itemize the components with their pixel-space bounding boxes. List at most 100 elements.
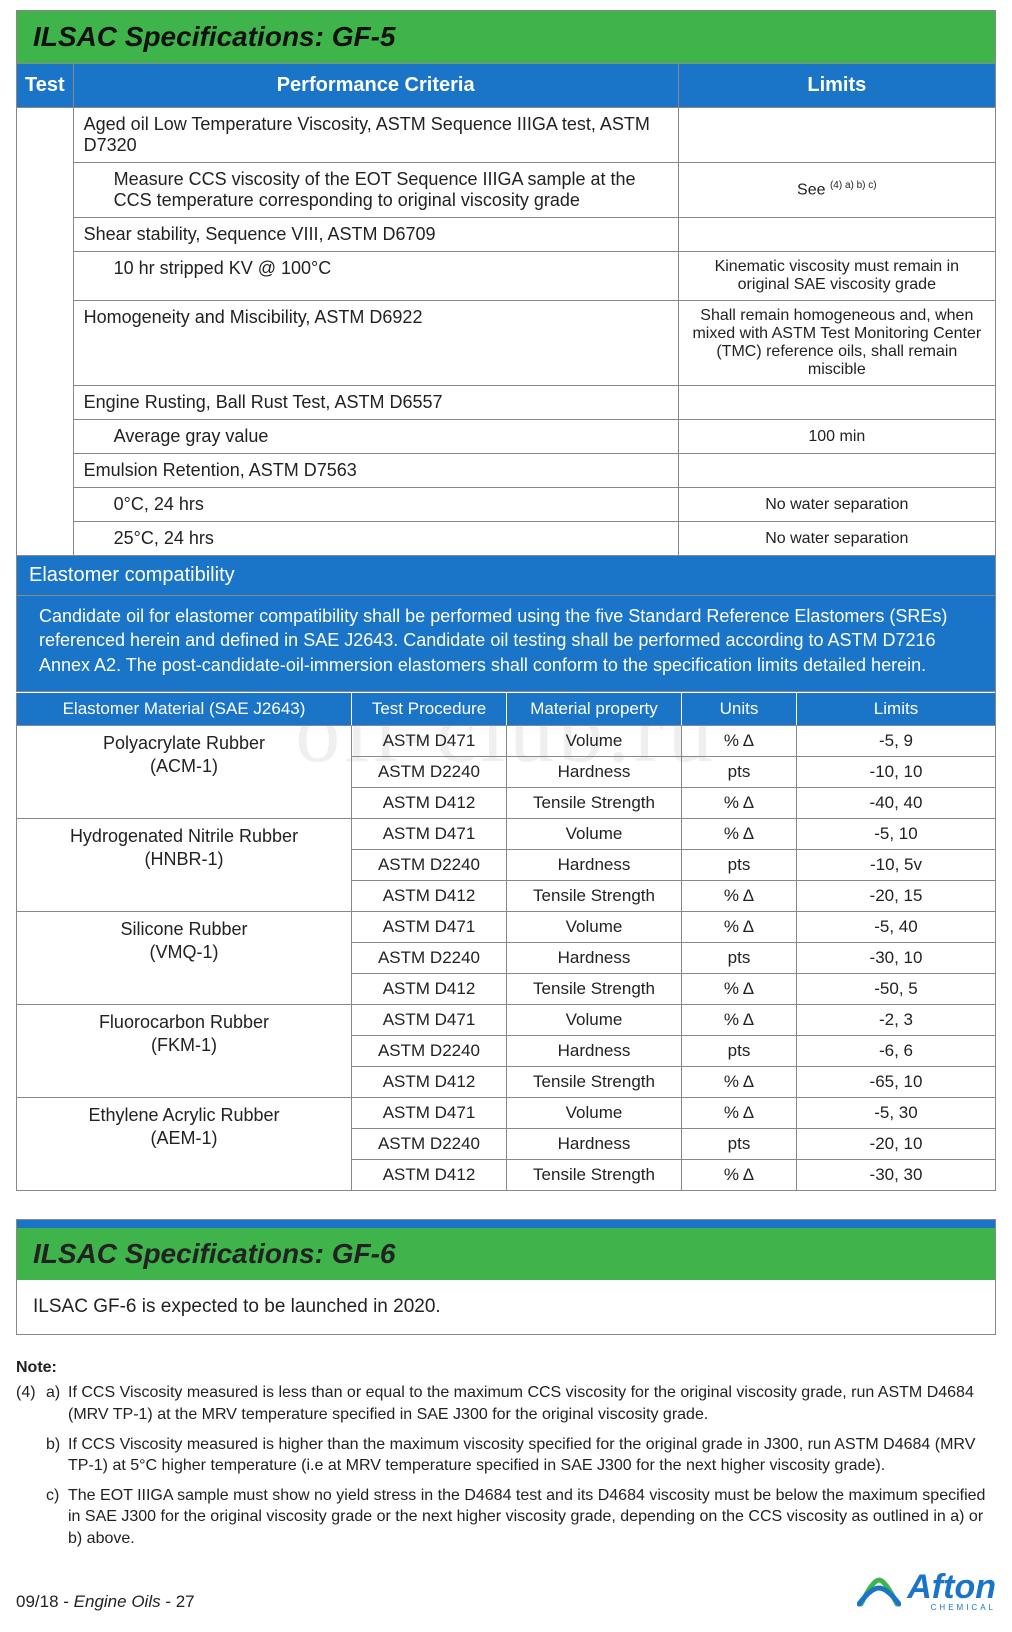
elast-cell-units: % Δ [682,725,797,756]
elast-cell-units: pts [682,1128,797,1159]
elast-cell-prop: Tensile Strength [507,973,682,1004]
limit-cell: No water separation [678,488,995,522]
limit-cell [678,454,995,488]
notes-section: Note: (4)a)If CCS Viscosity measured is … [16,1357,996,1550]
elast-cell-proc: ASTM D412 [352,787,507,818]
elast-cell-proc: ASTM D412 [352,973,507,1004]
elast-cell-prop: Volume [507,725,682,756]
criteria-cell: Emulsion Retention, ASTM D7563 [73,454,678,488]
elast-cell-proc: ASTM D412 [352,880,507,911]
elast-col-header: Test Procedure [352,692,507,725]
criteria-cell: 25°C, 24 hrs [73,522,678,556]
elast-cell-prop: Volume [507,1004,682,1035]
elast-cell-proc: ASTM D2240 [352,849,507,880]
elast-cell-prop: Volume [507,818,682,849]
elast-cell-limits: -20, 15 [797,880,996,911]
elast-cell-proc: ASTM D471 [352,1097,507,1128]
elast-cell-proc: ASTM D471 [352,818,507,849]
elast-cell-prop: Tensile Strength [507,1066,682,1097]
elast-cell-units: pts [682,849,797,880]
afton-logo: Afton CHEMICAL [857,1570,996,1612]
limit-cell [678,108,995,163]
elast-cell-prop: Volume [507,911,682,942]
limit-cell: See (4) a) b) c) [678,163,995,218]
elast-cell-proc: ASTM D2240 [352,1035,507,1066]
elastomer-section-body: Candidate oil for elastomer compatibilit… [17,596,996,692]
elastomer-table: Elastomer Material (SAE J2643)Test Proce… [16,692,996,1191]
limit-cell [678,386,995,420]
elast-cell-units: % Δ [682,1066,797,1097]
elast-material: Ethylene Acrylic Rubber(AEM-1) [17,1097,352,1190]
elast-col-header: Elastomer Material (SAE J2643) [17,692,352,725]
note-row: (4)a)If CCS Viscosity measured is less t… [16,1382,996,1425]
elast-material: Hydrogenated Nitrile Rubber(HNBR-1) [17,818,352,911]
elast-cell-units: % Δ [682,973,797,1004]
elast-cell-units: % Δ [682,1159,797,1190]
elast-cell-limits: -5, 9 [797,725,996,756]
elastomer-section-title: Elastomer compatibility [17,556,996,596]
elast-cell-units: % Δ [682,818,797,849]
elast-cell-limits: -40, 40 [797,787,996,818]
elast-cell-prop: Hardness [507,1035,682,1066]
logo-name: Afton [907,1570,996,1604]
note-row: b)If CCS Viscosity measured is higher th… [16,1434,996,1477]
gf5-title: ILSAC Specifications: GF-5 [17,11,996,64]
elast-material: Polyacrylate Rubber(ACM-1) [17,725,352,818]
criteria-cell: 0°C, 24 hrs [73,488,678,522]
elast-cell-limits: -20, 10 [797,1128,996,1159]
note-row: c)The EOT IIIGA sample must show no yiel… [16,1485,996,1550]
logo-icon [857,1574,901,1608]
footer-left: 09/18 - Engine Oils - 27 [16,1592,195,1612]
criteria-cell: Measure CCS viscosity of the EOT Sequenc… [73,163,678,218]
elast-cell-proc: ASTM D2240 [352,942,507,973]
gf6-title: ILSAC Specifications: GF-6 [17,1220,995,1280]
limit-cell: Kinematic viscosity must remain in origi… [678,252,995,301]
criteria-cell: Homogeneity and Miscibility, ASTM D6922 [73,301,678,386]
elast-col-header: Material property [507,692,682,725]
elast-cell-proc: ASTM D471 [352,911,507,942]
criteria-cell: Aged oil Low Temperature Viscosity, ASTM… [73,108,678,163]
elast-cell-prop: Tensile Strength [507,1159,682,1190]
elast-cell-prop: Hardness [507,942,682,973]
elast-cell-proc: ASTM D2240 [352,756,507,787]
gf5-table: ILSAC Specifications: GF-5 Test Performa… [16,10,996,692]
elast-cell-prop: Hardness [507,756,682,787]
limit-cell: 100 min [678,420,995,454]
elast-material: Silicone Rubber(VMQ-1) [17,911,352,1004]
elast-cell-proc: ASTM D412 [352,1066,507,1097]
elast-cell-units: % Δ [682,880,797,911]
col-criteria: Performance Criteria [73,64,678,108]
elast-cell-prop: Hardness [507,849,682,880]
criteria-cell: Shear stability, Sequence VIII, ASTM D67… [73,218,678,252]
logo-sub: CHEMICAL [907,1604,996,1612]
criteria-cell: 10 hr stripped KV @ 100°C [73,252,678,301]
elast-cell-limits: -30, 30 [797,1159,996,1190]
elast-cell-limits: -5, 40 [797,911,996,942]
notes-title: Note: [16,1357,996,1379]
elast-cell-units: pts [682,942,797,973]
elast-cell-units: % Δ [682,787,797,818]
limit-cell: Shall remain homogeneous and, when mixed… [678,301,995,386]
elast-col-header: Units [682,692,797,725]
criteria-cell: Engine Rusting, Ball Rust Test, ASTM D65… [73,386,678,420]
col-test: Test [17,64,74,108]
criteria-cell: Average gray value [73,420,678,454]
elast-cell-limits: -30, 10 [797,942,996,973]
elast-cell-prop: Tensile Strength [507,787,682,818]
gf6-body: ILSAC GF-6 is expected to be launched in… [17,1280,995,1334]
elast-cell-limits: -10, 10 [797,756,996,787]
elast-cell-limits: -5, 10 [797,818,996,849]
elast-cell-units: % Δ [682,1097,797,1128]
elast-cell-units: % Δ [682,911,797,942]
col-limits: Limits [678,64,995,108]
elast-cell-limits: -2, 3 [797,1004,996,1035]
elast-cell-prop: Hardness [507,1128,682,1159]
elast-cell-limits: -50, 5 [797,973,996,1004]
limit-cell [678,218,995,252]
elast-cell-proc: ASTM D471 [352,1004,507,1035]
elast-cell-units: pts [682,1035,797,1066]
elast-cell-proc: ASTM D2240 [352,1128,507,1159]
elast-cell-limits: -6, 6 [797,1035,996,1066]
page-footer: 09/18 - Engine Oils - 27 Afton CHEMICAL [16,1570,996,1612]
elast-col-header: Limits [797,692,996,725]
